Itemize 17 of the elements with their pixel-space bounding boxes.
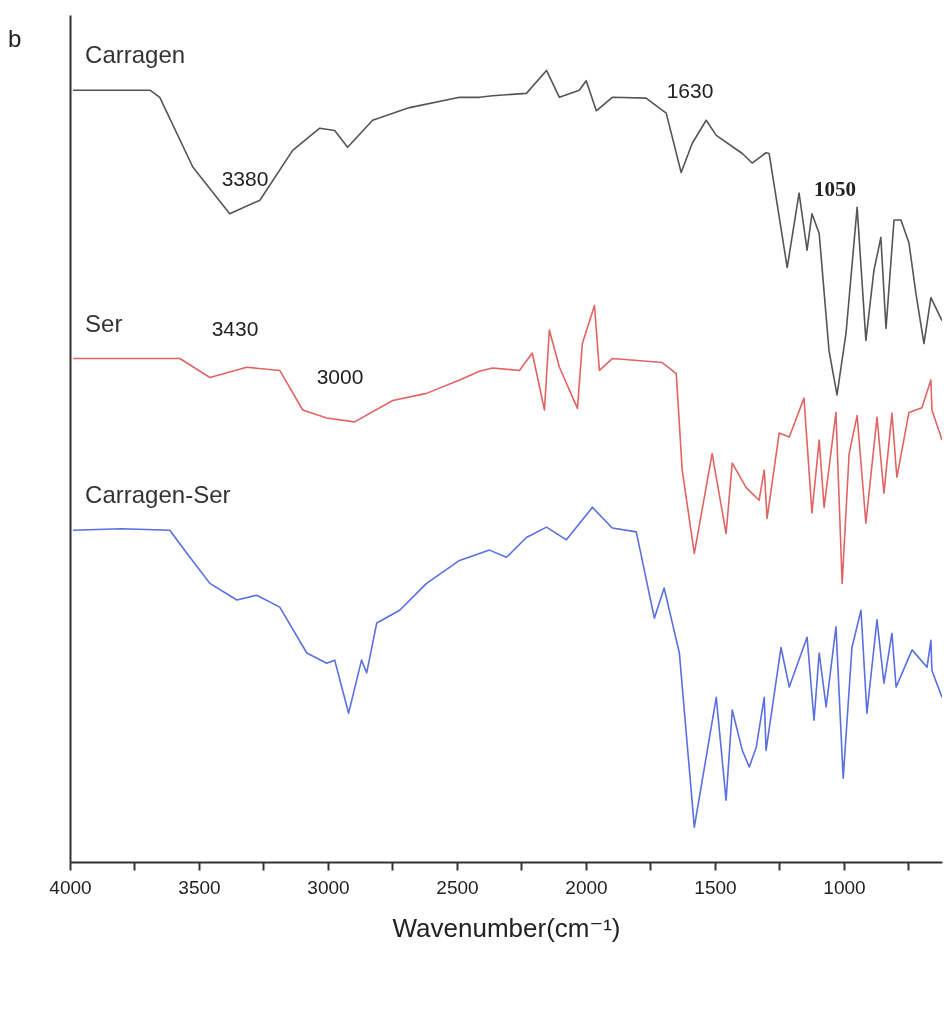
- annotation: 3380: [221, 167, 269, 190]
- x-tick-label: 3500: [178, 876, 221, 898]
- annotation: 3430: [211, 317, 259, 340]
- annotation: 3000: [316, 365, 364, 388]
- x-tick-label: 3000: [307, 876, 350, 898]
- x-tick-label: 2500: [436, 876, 479, 898]
- x-tick-label: 1500: [694, 876, 737, 898]
- annotation: 1050: [814, 177, 856, 201]
- x-tick-label: 2000: [565, 876, 608, 898]
- series-label: Carragen: [85, 41, 186, 69]
- x-axis-title: Wavenumber(cm⁻¹): [392, 912, 621, 943]
- x-tick-label: 4000: [49, 876, 92, 898]
- annotation: 1630: [666, 79, 714, 102]
- text: b: [8, 25, 22, 52]
- series-label: Ser: [85, 309, 123, 337]
- x-tick-label: 1000: [823, 876, 866, 898]
- series-label: Carragen-Ser: [85, 481, 231, 509]
